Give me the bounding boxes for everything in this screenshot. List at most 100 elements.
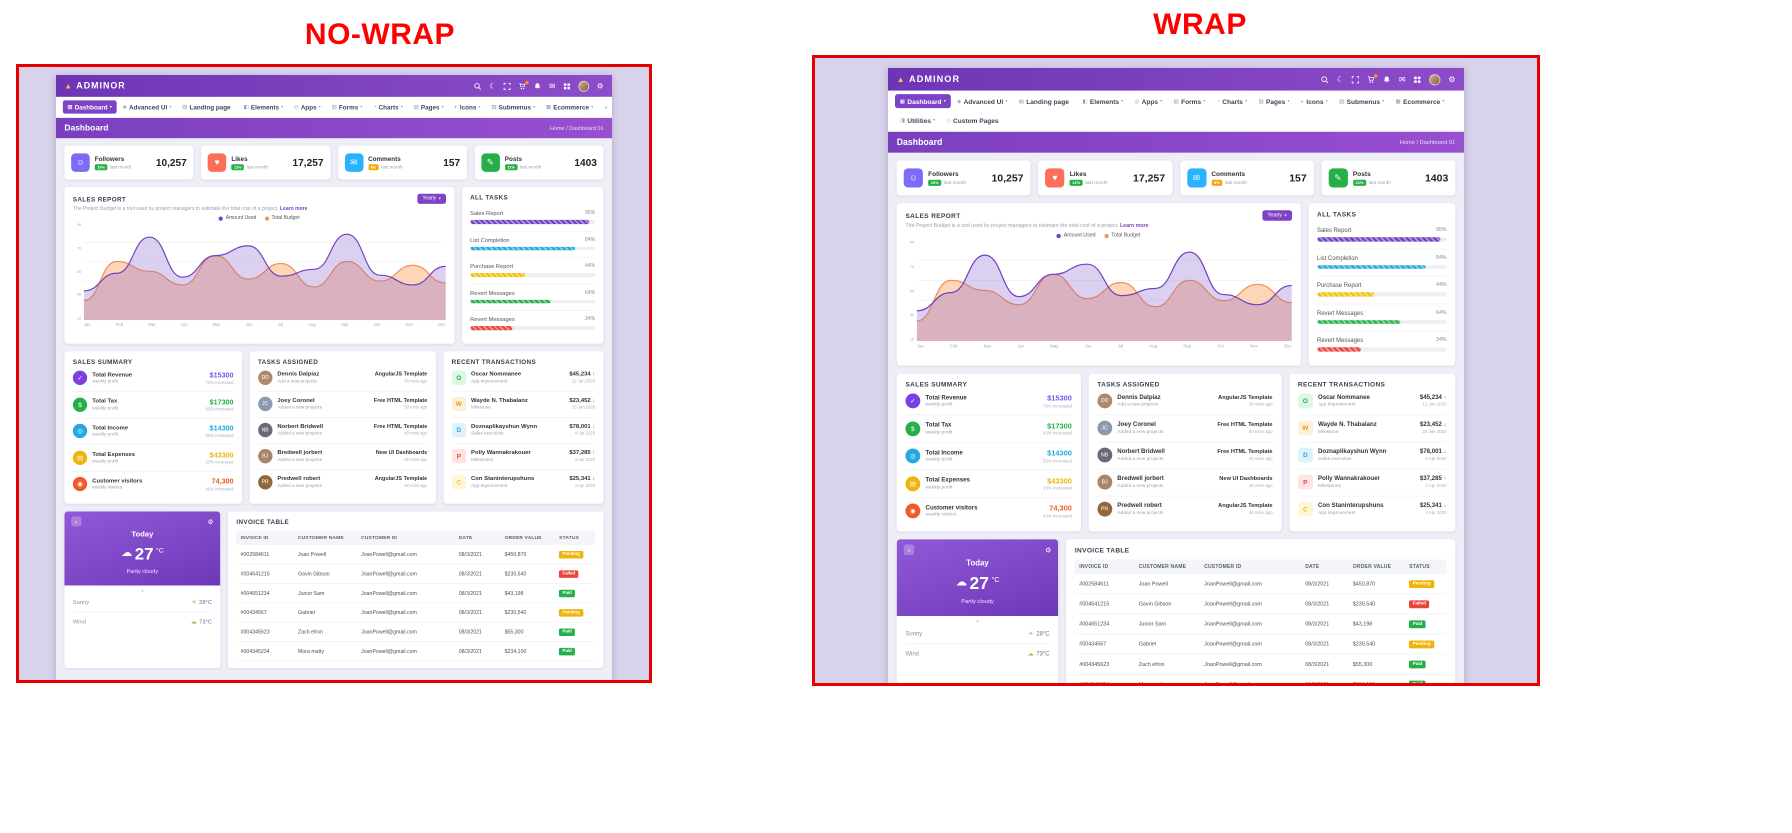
moon-icon[interactable]: ☾ — [1336, 74, 1344, 84]
stat-badge: 10% — [928, 179, 942, 187]
nav-item[interactable]: ▩ Ecommerce ▾ — [541, 100, 597, 113]
nav-item[interactable]: ◎ Apps ▾ — [1130, 94, 1167, 108]
back-icon[interactable]: ‹ — [903, 544, 915, 555]
nav-item-label: Forms — [1181, 97, 1202, 106]
learn-more-link[interactable]: Learn more — [279, 206, 308, 212]
collapse-icon[interactable]: ▴ — [141, 588, 144, 594]
yearly-dropdown[interactable]: Yearly ▾ — [417, 193, 446, 204]
transaction-row: W Wayde N. Thabalanz Milestone $23,452 ↓ — [451, 391, 596, 418]
assigned-project-tag: AngularJS Template — [1218, 502, 1273, 509]
brand-logo[interactable]: ▲ ADMINOR — [64, 81, 125, 91]
nav-item[interactable]: ▤ Landing page — [178, 100, 238, 113]
weather-detail-value: 28°C — [199, 599, 212, 606]
stat-icon: ✎ — [1328, 168, 1348, 188]
bell-icon[interactable] — [534, 82, 542, 90]
table-row[interactable]: #004345623 Zach efron JoanPowell@gmail.c… — [236, 623, 596, 642]
nav-item[interactable]: ◔ Charts ▾ — [369, 100, 408, 113]
table-row[interactable]: #002584611 Joan Powell JoanPowell@gmail.… — [236, 545, 596, 565]
transaction-value-line: $25,341 ↓ — [1420, 503, 1447, 509]
grid-icon[interactable] — [1413, 75, 1421, 83]
user-avatar[interactable] — [578, 80, 590, 92]
nav-item[interactable]: ◧ Elements ▾ — [239, 100, 288, 113]
nav-item[interactable]: ▧ Pages ▾ — [1254, 94, 1295, 108]
table-row[interactable]: #004651234 Junior Sam JoanPowell@gmail.c… — [236, 584, 596, 604]
gear-icon[interactable]: ⚙ — [1448, 74, 1456, 84]
sales-report-card: SALES REPORT Yearly ▾ The Project Budget… — [896, 203, 1301, 366]
table-row[interactable]: #004345623 Zach efron JoanPowell@gmail.c… — [1074, 654, 1447, 675]
nav-item[interactable]: ▥ Forms ▾ — [327, 100, 367, 113]
gear-icon[interactable]: ⚙ — [207, 517, 214, 526]
table-row[interactable]: #002584611 Joan Powell JoanPowell@gmail.… — [1074, 574, 1447, 595]
breadcrumb[interactable]: Home / Dashboard 01 — [1399, 139, 1456, 146]
nav-item[interactable]: ▩ Ecommerce ▾ — [1391, 94, 1449, 108]
nav-item[interactable]: ▤ Landing page — [1014, 94, 1076, 108]
assigned-right: AngularJS Template 48 mins ago — [375, 476, 428, 488]
gear-icon[interactable]: ⚙ — [1045, 545, 1052, 554]
brand-logo[interactable]: ▲ ADMINOR — [897, 74, 960, 84]
table-row[interactable]: #004345234 Mora matty JoanPowell@gmail.c… — [1075, 675, 1447, 686]
learn-more-link[interactable]: Learn more — [1119, 223, 1149, 229]
avatar: DD — [1097, 393, 1113, 409]
user-avatar[interactable] — [1429, 73, 1441, 86]
nav-item[interactable]: ◎ Apps ▾ — [289, 100, 325, 113]
nav-item[interactable]: ◐ Icons ▾ — [450, 100, 485, 113]
assigned-right: AngularJS Template 30 mins ago — [1218, 395, 1272, 408]
legend-dot — [1056, 233, 1062, 238]
nav-item-icon: ▧ — [1258, 98, 1264, 105]
chevron-down-icon: ▾ — [1005, 98, 1008, 103]
table-row[interactable]: #00434567 Gabriel JoanPowell@gmail.com 0… — [236, 603, 596, 623]
bell-icon[interactable] — [1383, 75, 1391, 83]
fullscreen-icon[interactable] — [1352, 75, 1360, 83]
mail-icon[interactable]: ✉ — [1398, 74, 1406, 84]
table-row[interactable]: #004345234 Mora matty JoanPowell@gmail.c… — [236, 642, 596, 662]
search-icon[interactable] — [1321, 75, 1329, 83]
gear-icon[interactable]: ⚙ — [596, 81, 604, 90]
weather-top: ‹ ⚙ Today ☁ 27 °C Partly cloudy — [896, 539, 1059, 617]
nav-item[interactable]: ◇ Custom Pages — [942, 113, 1006, 127]
sales-summary-title: SALES SUMMARY — [905, 379, 968, 388]
nav-item[interactable]: ▦ Dashboard ▾ — [894, 94, 951, 109]
nav-item[interactable]: ▨ Submenus ▾ — [1334, 94, 1389, 108]
breadcrumb[interactable]: Home / Dashboard 01 — [549, 125, 604, 132]
x-axis-label: Oct — [1217, 343, 1224, 350]
weather-card: ‹ ⚙ Today ☁ 27 °C Partly cloudy ▴ — [896, 539, 1059, 683]
admin-dashboard: ▲ ADMINOR ☾ ✉ ⚙ ▦ — [56, 75, 612, 680]
transaction-date: 4 Apr 2020 — [1425, 510, 1447, 516]
nav-item[interactable]: ▥ Forms ▾ — [1169, 94, 1210, 108]
assignee-name: Predwell robert — [1117, 502, 1162, 509]
task-progress-labels: Revert Messages 64% — [470, 290, 595, 296]
nav-item[interactable]: ◨ Utilities ▾ — [895, 113, 940, 127]
nav-item[interactable]: ◐ Icons ▾ — [1296, 94, 1332, 108]
temperature-unit: °C — [155, 546, 164, 555]
transaction-right: $37,285 ↑ 4 Apr 2020 — [1420, 476, 1447, 489]
fullscreen-icon[interactable] — [503, 82, 512, 90]
legend-item: Amount Used — [218, 216, 256, 221]
back-icon[interactable]: ‹ — [71, 516, 82, 527]
nav-item[interactable]: ▧ Pages ▾ — [409, 100, 448, 113]
collapse-icon[interactable]: ▴ — [976, 618, 979, 624]
yearly-dropdown[interactable]: Yearly ▾ — [1262, 210, 1292, 221]
table-row[interactable]: #004651234 Junior Sam JoanPowell@gmail.c… — [1074, 614, 1447, 635]
nav-item[interactable]: ◔ Charts ▾ — [1212, 94, 1252, 108]
mail-icon[interactable]: ✉ — [549, 81, 556, 90]
moon-icon[interactable]: ☾ — [489, 81, 497, 90]
chevron-down-icon: ▾ — [360, 104, 363, 109]
nav-scroll-right-icon[interactable]: › — [600, 96, 612, 118]
cell-invoice-id: #004651234 — [240, 590, 270, 597]
nav-item[interactable]: ◈ Advanced UI ▾ — [118, 100, 176, 113]
cell-order-value: $234,100 — [1352, 681, 1376, 686]
cart-icon[interactable] — [1367, 73, 1378, 83]
nav-item[interactable]: ◧ Elements ▾ — [1078, 94, 1128, 108]
cart-icon[interactable] — [519, 80, 529, 90]
table-row[interactable]: #004641215 Gavin Gibson JoanPowell@gmail… — [236, 564, 596, 584]
transaction-date: 4 Apr 2020 — [1425, 483, 1447, 489]
nav-item[interactable]: ▨ Submenus ▾ — [487, 100, 540, 113]
nav-item[interactable]: ▦ Dashboard ▾ — [62, 100, 117, 114]
nav-item[interactable]: ◈ Advanced UI ▾ — [952, 94, 1012, 108]
table-row[interactable]: #00434567 Gabriel JoanPowell@gmail.com 0… — [1074, 634, 1447, 655]
table-row[interactable]: #004641215 Gavin Gibson JoanPowell@gmail… — [1074, 594, 1447, 615]
grid-icon[interactable] — [563, 82, 571, 90]
search-icon[interactable] — [474, 82, 482, 90]
chevron-down-icon: ▾ — [281, 104, 284, 109]
cloud-icon: ☁ — [121, 545, 133, 559]
